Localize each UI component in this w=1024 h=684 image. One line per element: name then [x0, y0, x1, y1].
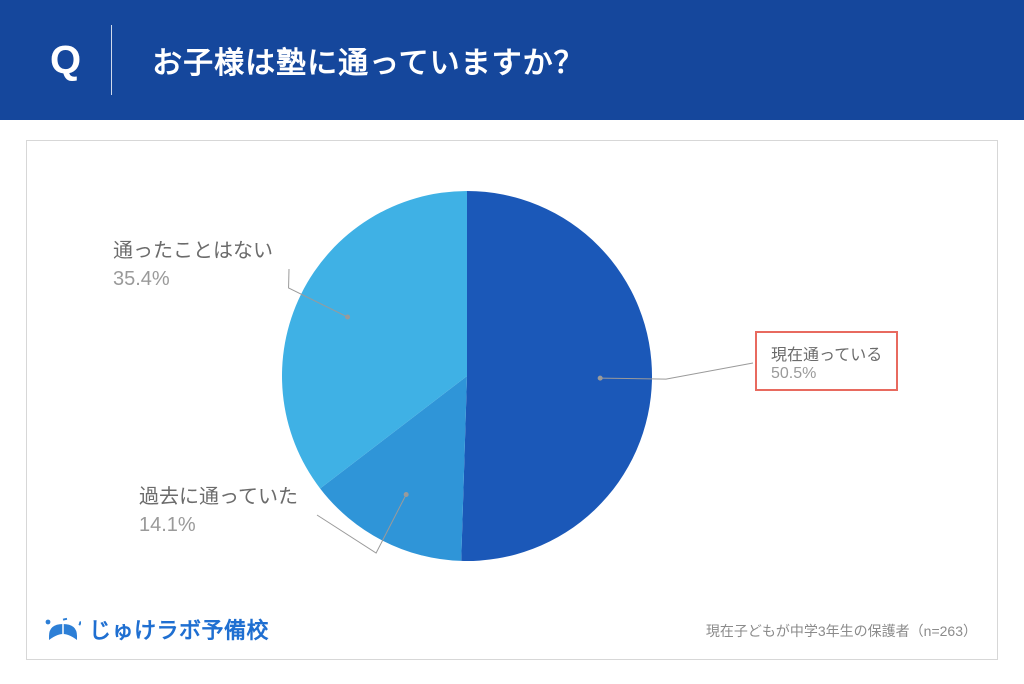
callout-never-label: 通ったことはない [113, 237, 273, 265]
callout-current-label: 現在通っている [771, 341, 882, 365]
callout-past-pct: 14.1% [139, 511, 298, 539]
callout-current: 現在通っている 50.5% [755, 331, 898, 391]
book-icon [45, 614, 81, 644]
leader-dot-past [404, 492, 409, 497]
leader-dot-never [345, 315, 350, 320]
callout-never-pct: 35.4% [113, 265, 273, 293]
sample-footnote: 現在子どもが中学3年生の保護者（n=263） [706, 621, 977, 641]
brand-logo: じゅけラボ予備校 [45, 613, 269, 645]
callout-never: 通ったことはない 35.4% [113, 237, 273, 293]
pie-svg [27, 141, 999, 661]
callout-past: 過去に通っていた 14.1% [139, 483, 298, 539]
callout-past-label: 過去に通っていた [139, 483, 298, 511]
callout-current-pct: 50.5% [771, 365, 882, 383]
chart-card: 現在通っている 50.5% 過去に通っていた 14.1% 通ったことはない 35… [26, 140, 998, 660]
header-bar: Q お子様は塾に通っていますか？ [0, 0, 1024, 120]
question-text: お子様は塾に通っていますか？ [112, 38, 585, 82]
brand-logo-text: じゅけラボ予備校 [89, 613, 269, 645]
leader-dot-current [598, 376, 603, 381]
question-mark: Q [30, 38, 111, 83]
pie-chart [27, 141, 997, 659]
pie-slice-current [461, 191, 652, 561]
